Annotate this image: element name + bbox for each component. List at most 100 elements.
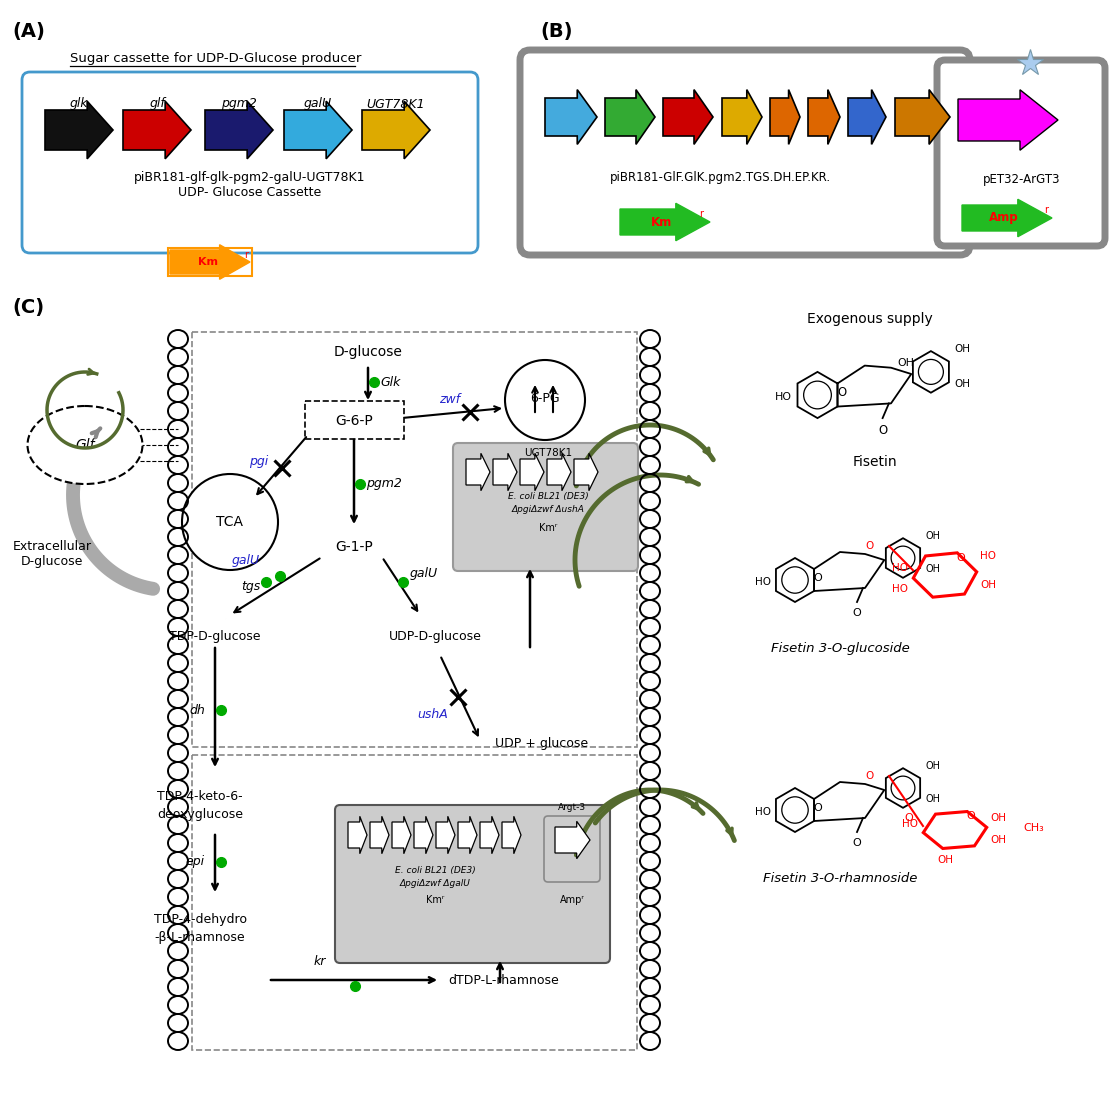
Polygon shape — [723, 90, 762, 144]
Polygon shape — [895, 90, 950, 144]
Polygon shape — [479, 816, 500, 853]
Text: zwf: zwf — [439, 393, 460, 406]
Text: Km: Km — [198, 257, 219, 267]
FancyBboxPatch shape — [22, 72, 478, 253]
Text: Kmʳ: Kmʳ — [539, 523, 558, 533]
Text: -β-L-rhamnose: -β-L-rhamnose — [155, 931, 245, 944]
Text: HO: HO — [892, 584, 908, 594]
Text: UGT78K1: UGT78K1 — [524, 449, 572, 458]
Text: ΔpgiΔzwf ΔushA: ΔpgiΔzwf ΔushA — [512, 505, 584, 514]
Text: G-1-P: G-1-P — [336, 540, 372, 554]
Text: O: O — [865, 542, 873, 551]
Text: OH: OH — [980, 580, 996, 590]
FancyBboxPatch shape — [192, 755, 637, 1050]
Text: O: O — [837, 386, 846, 399]
Polygon shape — [493, 453, 517, 491]
Text: piBR181-glf-glk-pgm2-galU-UGT78K1
UDP- Glucose Cassette: piBR181-glf-glk-pgm2-galU-UGT78K1 UDP- G… — [134, 171, 366, 199]
Text: HO: HO — [980, 550, 996, 561]
Text: OH: OH — [925, 565, 941, 574]
Text: pgi: pgi — [249, 455, 268, 468]
Text: O: O — [853, 838, 862, 848]
Polygon shape — [284, 102, 352, 159]
Polygon shape — [574, 453, 598, 491]
Text: glf: glf — [149, 97, 165, 110]
Text: E. coli BL21 (DE3): E. coli BL21 (DE3) — [395, 865, 475, 874]
Text: r: r — [244, 251, 248, 260]
Ellipse shape — [28, 406, 143, 484]
Text: O: O — [967, 811, 976, 820]
Text: Kmʳ: Kmʳ — [426, 895, 444, 905]
Text: Fisetin: Fisetin — [853, 455, 898, 469]
Text: O: O — [814, 803, 823, 813]
Text: E. coli BL21 (DE3): E. coli BL21 (DE3) — [507, 491, 589, 500]
Text: HO: HO — [892, 562, 908, 573]
Text: O: O — [865, 771, 873, 781]
Text: UDP + glucose: UDP + glucose — [495, 736, 588, 749]
FancyBboxPatch shape — [192, 331, 637, 747]
Text: ushA: ushA — [417, 708, 448, 721]
Polygon shape — [605, 90, 655, 144]
Polygon shape — [958, 90, 1058, 150]
Text: Amp: Amp — [989, 211, 1019, 224]
Polygon shape — [362, 102, 430, 159]
FancyBboxPatch shape — [453, 443, 638, 571]
Text: dh: dh — [190, 703, 205, 717]
Polygon shape — [808, 90, 840, 144]
Text: deoxyglucose: deoxyglucose — [157, 808, 243, 820]
Polygon shape — [555, 822, 590, 859]
Text: OH: OH — [938, 856, 953, 865]
Text: UDP-D-glucose: UDP-D-glucose — [388, 630, 482, 643]
Text: pET32-ArGT3: pET32-ArGT3 — [983, 174, 1060, 186]
Text: Exogenous supply: Exogenous supply — [807, 312, 933, 326]
Polygon shape — [663, 90, 712, 144]
FancyBboxPatch shape — [544, 816, 600, 882]
Text: OH: OH — [990, 835, 1006, 845]
FancyBboxPatch shape — [520, 50, 970, 255]
Text: D-glucose: D-glucose — [333, 345, 403, 359]
Text: galU: galU — [232, 554, 260, 567]
Text: OH: OH — [954, 344, 971, 354]
Text: galU: galU — [410, 568, 438, 581]
Polygon shape — [169, 245, 250, 279]
Polygon shape — [45, 102, 113, 159]
FancyBboxPatch shape — [306, 401, 404, 439]
Text: TDP-4-dehydro: TDP-4-dehydro — [154, 913, 246, 926]
Text: tgs: tgs — [241, 580, 260, 593]
Text: Fisetin 3-O-rhamnoside: Fisetin 3-O-rhamnoside — [763, 872, 918, 885]
Polygon shape — [849, 90, 886, 144]
Text: (C): (C) — [12, 298, 45, 317]
Polygon shape — [436, 816, 455, 853]
Text: TCA: TCA — [216, 515, 243, 529]
Polygon shape — [348, 816, 367, 853]
Text: Km: Km — [651, 216, 672, 229]
Text: OH: OH — [898, 359, 914, 369]
Text: HO: HO — [755, 577, 770, 587]
Text: O: O — [878, 424, 888, 438]
Circle shape — [505, 360, 585, 440]
Polygon shape — [547, 453, 571, 491]
Text: O: O — [814, 573, 823, 583]
Text: HO: HO — [902, 819, 918, 829]
Text: galU: galU — [304, 97, 332, 110]
Text: Sugar cassette for UDP-D-Glucose producer: Sugar cassette for UDP-D-Glucose produce… — [70, 53, 361, 65]
Text: TDP-D-glucose: TDP-D-glucose — [169, 630, 261, 643]
Text: UGT78K1: UGT78K1 — [367, 97, 425, 110]
Text: pgm2: pgm2 — [366, 477, 401, 490]
Text: (B): (B) — [540, 22, 572, 40]
Text: kr: kr — [313, 955, 327, 968]
Text: ΔpgiΔzwf ΔgalU: ΔpgiΔzwf ΔgalU — [399, 880, 471, 888]
Text: OH: OH — [990, 813, 1006, 823]
Text: Glk: Glk — [380, 375, 400, 388]
Text: Argt-3: Argt-3 — [558, 803, 586, 812]
Text: dTDP-L-rhamnose: dTDP-L-rhamnose — [448, 974, 559, 987]
Text: OH: OH — [925, 532, 941, 542]
Text: r: r — [699, 209, 702, 219]
Text: piBR181-GlF.GlK.pgm2.TGS.DH.EP.KR.: piBR181-GlF.GlK.pgm2.TGS.DH.EP.KR. — [610, 172, 831, 185]
Polygon shape — [520, 453, 544, 491]
Text: Glf: Glf — [75, 438, 95, 452]
Polygon shape — [620, 203, 710, 241]
Text: Ampʳ: Ampʳ — [560, 895, 584, 905]
Polygon shape — [770, 90, 799, 144]
Text: O: O — [853, 608, 862, 618]
Polygon shape — [962, 199, 1051, 236]
